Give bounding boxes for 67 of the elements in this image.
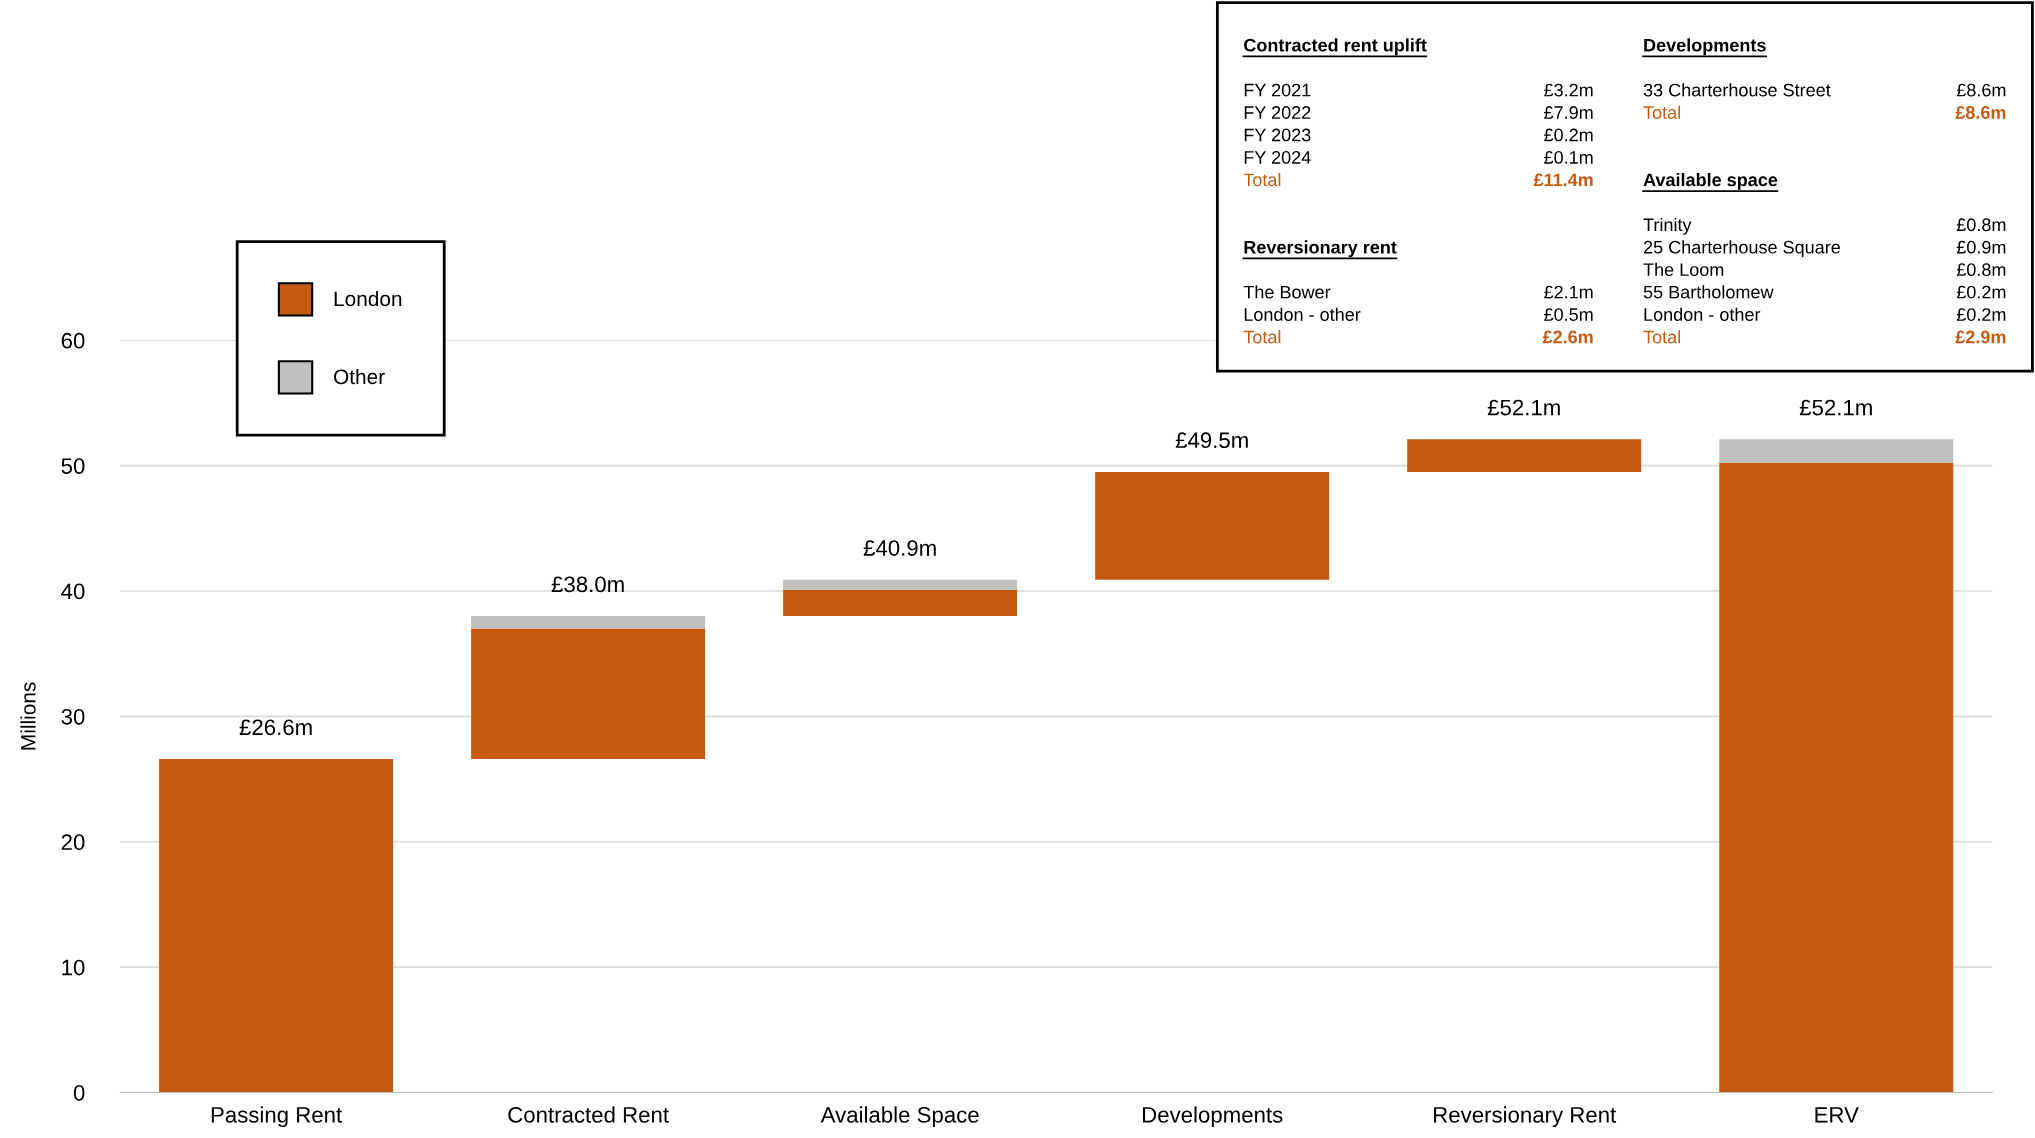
- legend-label: Other: [334, 368, 385, 385]
- y-tick-label: 30: [61, 708, 85, 725]
- bar: [783, 579, 1018, 590]
- annotation: £2.9m: [1955, 330, 2006, 344]
- x-tick-label: ERV: [1815, 1107, 1859, 1123]
- text: 33 Charterhouse Street: [1643, 83, 1831, 97]
- text: £2.1m: [1544, 285, 1593, 299]
- text: Trinity: [1643, 217, 1692, 235]
- x-tick-label: Available Space: [820, 1106, 979, 1128]
- y-tick-label: 60: [61, 332, 85, 349]
- y-tick-label: 0: [73, 1085, 85, 1101]
- y-tick-label: 10: [62, 959, 85, 976]
- text: £8.6m: [1956, 83, 2006, 97]
- annotation: £26.6m: [239, 719, 312, 736]
- text: London - other: [1644, 307, 1761, 321]
- text: Developments: [1644, 38, 1766, 56]
- text: FY 2024: [1244, 151, 1311, 164]
- text: Reversionary rent: [1244, 240, 1397, 258]
- bar: [1095, 471, 1330, 580]
- text: £7.9m: [1544, 106, 1593, 119]
- bar: [471, 628, 706, 759]
- y-tick-label: 40: [61, 583, 85, 600]
- text: London - other: [1244, 307, 1361, 321]
- x-tick-label: Reversionary Rent: [1434, 1106, 1617, 1128]
- text: FY 2022: [1244, 106, 1311, 119]
- text: FY 2023: [1244, 128, 1311, 142]
- annotation: £52.1m: [1487, 399, 1560, 416]
- text: £0.8m: [1956, 218, 2006, 232]
- text: £0.1m: [1544, 151, 1593, 164]
- text: £0.9m: [1956, 240, 2006, 254]
- annotation: Total: [1643, 330, 1680, 344]
- text: £0.2m: [1956, 308, 2006, 321]
- bar: [159, 759, 394, 1093]
- text: Total: [1643, 105, 1680, 119]
- bar: [1719, 463, 1954, 1093]
- annotation: £2.6m: [1542, 330, 1593, 344]
- y-tick-label: 20: [61, 834, 85, 851]
- bar: [783, 589, 1018, 617]
- bar: [1407, 439, 1642, 472]
- annotation: Total: [1243, 330, 1281, 344]
- text: The Loom: [1643, 262, 1724, 277]
- annotation: £52.1m: [1799, 399, 1872, 416]
- text: £0.2m: [1544, 128, 1593, 142]
- bar: [1719, 439, 1954, 464]
- text: The Bower: [1243, 285, 1331, 299]
- x-tick-label: Passing Rent: [211, 1106, 343, 1128]
- y-tick-label: 50: [61, 458, 85, 474]
- x-tick-label: Developments: [1142, 1106, 1283, 1128]
- bar: [471, 616, 706, 629]
- text: £0.5m: [1544, 308, 1593, 321]
- text: Available space: [1643, 172, 1778, 190]
- text: £0.2m: [1956, 285, 2006, 299]
- text: £8.6m: [1955, 106, 2006, 119]
- text: 55 Bartholomew: [1643, 285, 1774, 299]
- text: Total: [1243, 172, 1281, 187]
- annotation: £40.9m: [863, 540, 936, 556]
- y-axis-title: Millions: [20, 682, 36, 750]
- text: £3.2m: [1544, 83, 1593, 97]
- annotation: £38.0m: [551, 576, 624, 593]
- annotation: £49.5m: [1175, 432, 1248, 449]
- x-tick-label: Contracted Rent: [508, 1106, 669, 1123]
- text: £11.4m: [1533, 173, 1593, 187]
- text: FY 2021: [1244, 83, 1311, 97]
- text: £0.8m: [1956, 263, 2006, 277]
- text: 25 Charterhouse Square: [1643, 240, 1840, 258]
- text: Contracted rent uplift: [1244, 38, 1427, 56]
- legend-label: London: [334, 290, 402, 307]
